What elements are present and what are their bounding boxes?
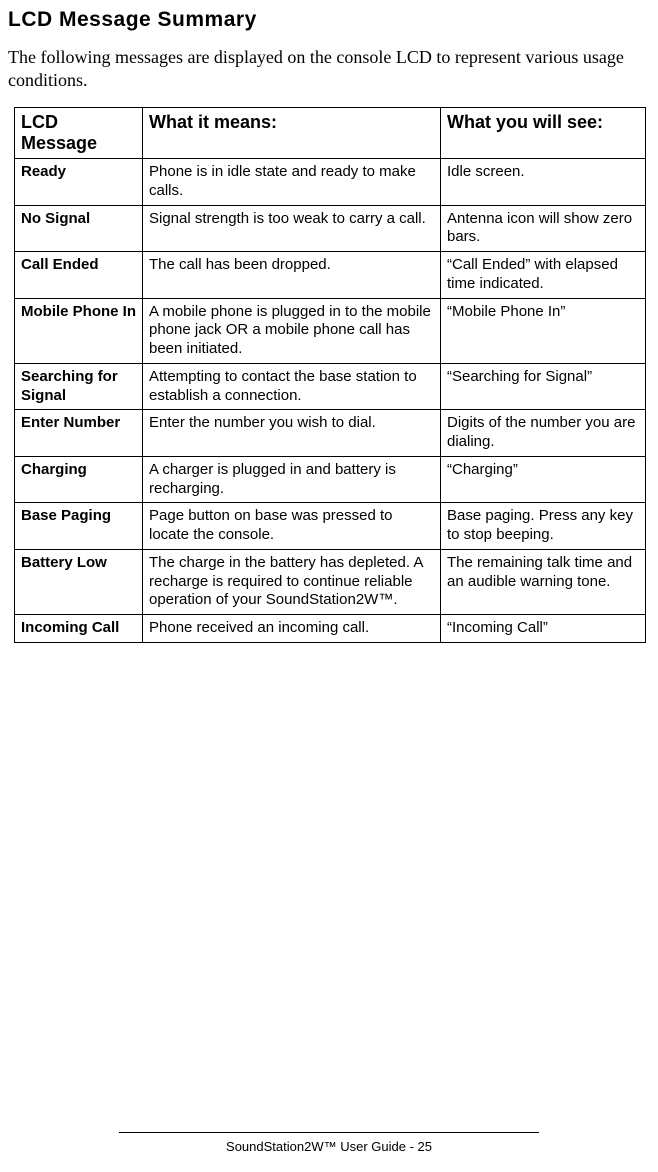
cell-see: “Charging” <box>441 456 646 503</box>
page-footer: SoundStation2W™ User Guide - 25 <box>0 1132 658 1154</box>
cell-means: The call has been dropped. <box>143 252 441 299</box>
intro-text: The following messages are displayed on … <box>8 46 650 91</box>
cell-see: “Searching for Signal” <box>441 363 646 410</box>
cell-msg: Enter Number <box>15 410 143 457</box>
cell-msg: Charging <box>15 456 143 503</box>
cell-msg: Base Paging <box>15 503 143 550</box>
table-row: Incoming Call Phone received an incoming… <box>15 615 646 643</box>
cell-msg: Call Ended <box>15 252 143 299</box>
cell-see: “Call Ended” with elapsed time indicated… <box>441 252 646 299</box>
table-row: Enter Number Enter the number you wish t… <box>15 410 646 457</box>
table-row: Searching for Signal Attempting to conta… <box>15 363 646 410</box>
cell-msg: Ready <box>15 159 143 206</box>
cell-means: A charger is plugged in and battery is r… <box>143 456 441 503</box>
cell-see: Antenna icon will show zero bars. <box>441 205 646 252</box>
cell-see: Digits of the number you are dialing. <box>441 410 646 457</box>
page-title: LCD Message Summary <box>8 8 650 32</box>
cell-means: Phone is in idle state and ready to make… <box>143 159 441 206</box>
table-row: No Signal Signal strength is too weak to… <box>15 205 646 252</box>
cell-see: Base paging. Press any key to stop beepi… <box>441 503 646 550</box>
cell-see: “Mobile Phone In” <box>441 298 646 363</box>
cell-see: “Incoming Call” <box>441 615 646 643</box>
table-row: Battery Low The charge in the battery ha… <box>15 549 646 614</box>
footer-text: SoundStation2W™ User Guide - 25 <box>226 1139 432 1154</box>
cell-means: Phone received an incoming call. <box>143 615 441 643</box>
table-row: Base Paging Page button on base was pres… <box>15 503 646 550</box>
header-what-it-means: What it means: <box>143 108 441 159</box>
cell-msg: Incoming Call <box>15 615 143 643</box>
table-row: Charging A charger is plugged in and bat… <box>15 456 646 503</box>
cell-means: Attempting to contact the base station t… <box>143 363 441 410</box>
cell-means: Signal strength is too weak to carry a c… <box>143 205 441 252</box>
table-header-row: LCD Message What it means: What you will… <box>15 108 646 159</box>
cell-means: Page button on base was pressed to locat… <box>143 503 441 550</box>
footer-divider <box>119 1132 539 1133</box>
cell-msg: Searching for Signal <box>15 363 143 410</box>
header-lcd-message: LCD Message <box>15 108 143 159</box>
header-what-you-will-see: What you will see: <box>441 108 646 159</box>
cell-msg: Mobile Phone In <box>15 298 143 363</box>
cell-see: The remaining talk time and an audible w… <box>441 549 646 614</box>
table-row: Mobile Phone In A mobile phone is plugge… <box>15 298 646 363</box>
cell-msg: No Signal <box>15 205 143 252</box>
lcd-message-table: LCD Message What it means: What you will… <box>14 107 646 643</box>
cell-see: Idle screen. <box>441 159 646 206</box>
table-row: Ready Phone is in idle state and ready t… <box>15 159 646 206</box>
cell-means: The charge in the battery has depleted. … <box>143 549 441 614</box>
table-row: Call Ended The call has been dropped. “C… <box>15 252 646 299</box>
cell-means: A mobile phone is plugged in to the mobi… <box>143 298 441 363</box>
cell-msg: Battery Low <box>15 549 143 614</box>
cell-means: Enter the number you wish to dial. <box>143 410 441 457</box>
